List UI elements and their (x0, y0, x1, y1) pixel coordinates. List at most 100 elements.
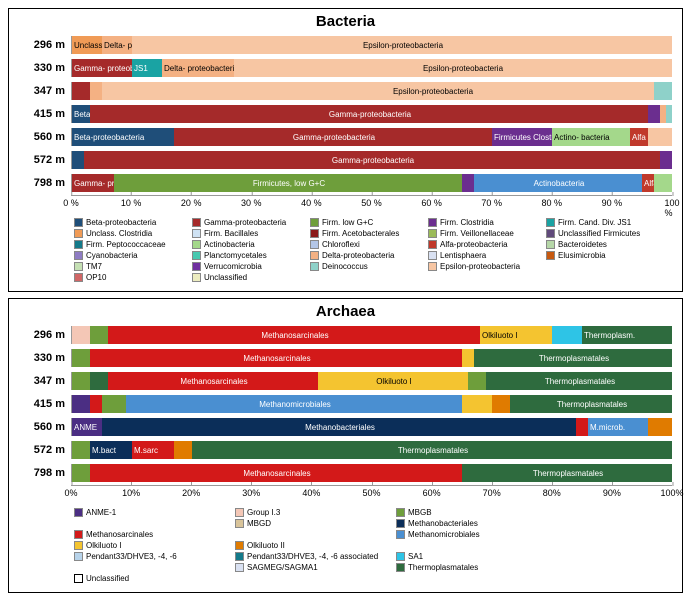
legend-label: ANME-1 (86, 508, 116, 517)
legend-swatch (396, 552, 405, 561)
legend-swatch (192, 218, 201, 227)
legend-label: Planctomycetales (204, 251, 267, 260)
bar-segment (90, 326, 108, 344)
x-tick: 0 % (63, 196, 79, 208)
y-label: 798 m (19, 467, 71, 479)
legend-swatch (310, 251, 319, 260)
legend-item: Olkiluoto I (74, 541, 229, 550)
legend-item: Firm. Acetobacterales (310, 229, 422, 238)
bar-segment: Alfa (642, 174, 654, 192)
bar-segment: Methanosarcinales (90, 464, 462, 482)
legend: ANME-1Group I.3MBGBMBGDMethanobacteriale… (71, 507, 672, 584)
legend-label: TM7 (86, 262, 102, 271)
legend-item: ANME-1 (74, 508, 229, 517)
legend-swatch (192, 273, 201, 282)
bar-segment (102, 82, 210, 100)
bar-segment (72, 326, 90, 344)
bar-segment: Thermoplasmatales (474, 349, 672, 367)
legend-swatch (74, 552, 83, 561)
legend-label: Firm. Veillonellaceae (440, 229, 514, 238)
legend-label: Methanobacteriales (408, 519, 478, 528)
legend-item: Methanomicrobiales (396, 530, 551, 539)
legend-item: Gamma-proteobacteria (192, 218, 304, 227)
x-tick: 30 % (241, 196, 262, 208)
chart-row: 330 mMethanosarcinalesThermoplasmatales (19, 347, 672, 369)
bar-segment: Methanosarcinales (108, 372, 318, 390)
bar-segment: Epsilon-proteobacteria (252, 59, 672, 77)
legend-item: Elusimicrobia (546, 251, 658, 260)
x-tick: 40% (302, 486, 320, 498)
legend-item: OP10 (74, 273, 186, 282)
legend-swatch (74, 251, 83, 260)
bar-segment (666, 105, 672, 123)
bar-segment (72, 151, 84, 169)
legend-label: Gamma-proteobacteria (204, 218, 286, 227)
y-label: 560 m (19, 131, 71, 143)
x-tick: 60 % (421, 196, 442, 208)
legend-item: Pendant33/DHVE3, -4, -6 associated (235, 552, 390, 561)
chart-row: 296 mMethanosarcinalesOlkiluoto IThermop… (19, 324, 672, 346)
bar-segment (102, 395, 126, 413)
bar-segment (576, 418, 588, 436)
legend-item: Firm. Veillonellaceae (428, 229, 540, 238)
legend-swatch (428, 229, 437, 238)
legend-swatch (74, 218, 83, 227)
legend-label: Delta-proteobacteria (322, 251, 394, 260)
bar-track: MethanosarcinalesThermoplasmatales (71, 464, 672, 482)
x-tick: 90 % (602, 196, 623, 208)
legend-label: Alfa-proteobacteria (440, 240, 508, 249)
legend-item: MBGD (235, 519, 390, 528)
x-tick: 40 % (301, 196, 322, 208)
legend-label: Actinobacteria (204, 240, 255, 249)
legend-label: Methanomicrobiales (408, 530, 480, 539)
bar-segment: Olkiluoto I (318, 372, 468, 390)
bar-segment: Methanobacteriales (102, 418, 576, 436)
bar-track: ANMEMethanobacterialesM.microb. (71, 418, 672, 436)
bar-segment (648, 418, 672, 436)
bar-segment: Gamma- proteob. (72, 174, 114, 192)
x-tick: 20 % (181, 196, 202, 208)
legend-swatch (192, 262, 201, 271)
legend-label: Firm. Clostridia (440, 218, 494, 227)
legend-item: Planctomycetales (192, 251, 304, 260)
legend-swatch (428, 251, 437, 260)
panel-title: Archaea (19, 303, 672, 320)
legend-item: SA1 (396, 552, 551, 561)
bar-segment (72, 441, 90, 459)
legend-swatch (310, 262, 319, 271)
legend-label: Elusimicrobia (558, 251, 606, 260)
legend-swatch (74, 508, 83, 517)
legend-item: Olkiluoto II (235, 541, 390, 550)
chart-row: 560 mANMEMethanobacterialesM.microb. (19, 416, 672, 438)
bar-segment: Methanomicrobiales (126, 395, 462, 413)
legend-item: TM7 (74, 262, 186, 271)
chart-row: 347 mMethanosarcinalesOlkiluoto IThermop… (19, 370, 672, 392)
legend-swatch (396, 563, 405, 572)
legend-item: Cyanobacteria (74, 251, 186, 260)
bar-segment: Methanosarcinales (90, 349, 462, 367)
legend-item: Firm. low G+C (310, 218, 422, 227)
legend-label: Chloroflexi (322, 240, 360, 249)
legend-swatch (546, 218, 555, 227)
bar-segment (462, 395, 492, 413)
bar-segment (72, 395, 90, 413)
y-label: 572 m (19, 444, 71, 456)
legend-item: SAGMEG/SAGMA1 (235, 563, 390, 572)
y-label: 798 m (19, 177, 71, 189)
x-tick: 50% (362, 486, 380, 498)
legend-item: Unclassified Firmicutes (546, 229, 658, 238)
legend-label: Verrucomicrobia (204, 262, 262, 271)
bar-segment (654, 174, 672, 192)
bar-segment: Thermoplasmatales (510, 395, 672, 413)
bar-segment (648, 105, 660, 123)
x-tick: 80 % (542, 196, 563, 208)
legend-label: MBGB (408, 508, 432, 517)
legend-label: Pendant33/DHVE3, -4, -6 (86, 552, 177, 561)
bar-track: Unclass. Clostr.Delta- prot.Epsilon-prot… (71, 36, 672, 54)
bar-segment (90, 372, 108, 390)
bar-segment (462, 349, 474, 367)
legend-swatch (396, 508, 405, 517)
legend-item: Firm. Bacillales (192, 229, 304, 238)
y-label: 572 m (19, 154, 71, 166)
legend-item: Unclass. Clostridia (74, 229, 186, 238)
